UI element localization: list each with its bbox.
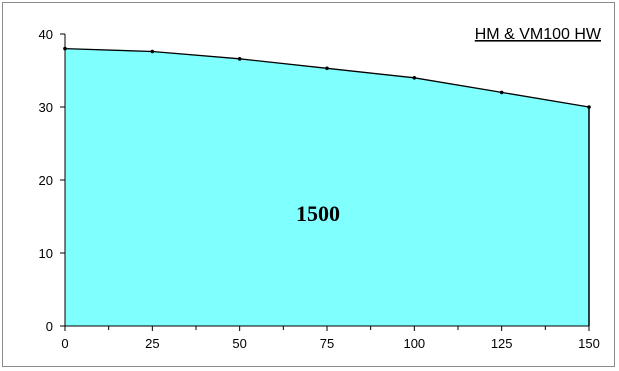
data-point (587, 105, 591, 109)
x-tick-label: 50 (232, 336, 246, 351)
y-tick-label: 30 (39, 100, 53, 115)
area-layer (64, 47, 590, 326)
chart-title: HM & VM100 HW (475, 26, 602, 43)
y-tick-label: 10 (39, 246, 53, 261)
area-fill (65, 48, 589, 326)
x-tick-label: 0 (61, 336, 68, 351)
data-point (499, 90, 504, 95)
data-point (325, 66, 329, 71)
y-tick-label: 40 (39, 27, 53, 42)
data-point (237, 57, 242, 61)
x-tick-label: 150 (578, 336, 600, 351)
x-tick-label: 75 (320, 336, 334, 351)
y-tick-label: 0 (46, 319, 53, 334)
x-tick-label: 25 (145, 336, 159, 351)
points-layer (63, 46, 591, 109)
data-point (63, 46, 67, 51)
y-tick-label: 20 (39, 173, 53, 188)
data-point (412, 76, 417, 80)
x-tick-label: 125 (491, 336, 513, 351)
chart-frame: 0 25 50 75 100 125 150 0 10 20 30 40 HM & VM100 HW … (2, 2, 615, 367)
x-tick-label: 100 (403, 336, 425, 351)
data-point (150, 49, 155, 54)
area-label: 1500 (296, 201, 340, 226)
